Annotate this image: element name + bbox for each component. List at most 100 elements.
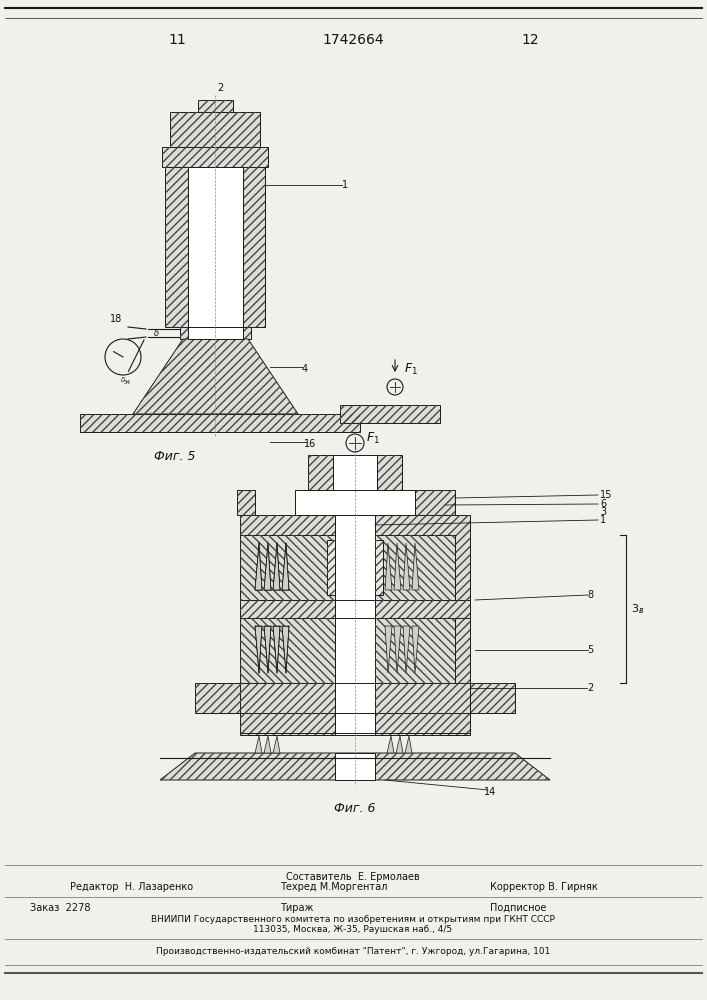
Bar	[375, 540, 383, 595]
Polygon shape	[282, 543, 289, 590]
Text: 6: 6	[600, 499, 606, 509]
Bar	[340, 405, 440, 423]
Bar	[240, 618, 335, 683]
Polygon shape	[394, 626, 401, 673]
Polygon shape	[273, 736, 280, 753]
Bar	[240, 618, 335, 683]
Polygon shape	[403, 626, 410, 673]
Text: δ: δ	[153, 328, 158, 338]
Bar	[240, 600, 335, 618]
Text: ВНИИПИ Государственного комитета по изобретениям и открытиям при ГКНТ СССР: ВНИИПИ Государственного комитета по изоб…	[151, 914, 555, 924]
Polygon shape	[403, 543, 410, 590]
Bar	[335, 753, 375, 780]
Text: 14: 14	[484, 787, 496, 797]
Bar	[375, 515, 470, 735]
Bar	[243, 167, 265, 327]
Bar	[340, 405, 440, 423]
Bar	[162, 147, 268, 167]
Bar	[198, 100, 233, 112]
Bar	[333, 455, 377, 490]
Bar	[165, 167, 188, 327]
Text: 8: 8	[587, 590, 593, 600]
Polygon shape	[396, 736, 403, 753]
Text: Фиг. 6: Фиг. 6	[334, 802, 375, 814]
Polygon shape	[160, 753, 550, 780]
Polygon shape	[264, 736, 271, 753]
Polygon shape	[385, 543, 392, 590]
Bar	[195, 683, 240, 713]
Polygon shape	[387, 736, 394, 753]
Bar	[237, 490, 255, 515]
Bar	[375, 515, 470, 735]
Bar	[243, 327, 251, 339]
Bar	[162, 147, 268, 167]
Polygon shape	[385, 626, 392, 673]
Text: 15: 15	[600, 490, 612, 500]
Polygon shape	[273, 626, 280, 673]
Bar	[327, 540, 335, 595]
Polygon shape	[264, 626, 271, 673]
Text: Производственно-издательский комбинат "Патент", г. Ужгород, ул.Гагарина, 101: Производственно-издательский комбинат "П…	[156, 946, 550, 956]
Bar	[415, 490, 455, 515]
Text: 1: 1	[342, 180, 348, 190]
Text: 2: 2	[217, 83, 223, 93]
Bar	[470, 683, 515, 713]
Bar	[375, 713, 470, 733]
Bar	[335, 713, 375, 733]
Bar	[335, 600, 375, 618]
Bar	[240, 515, 335, 735]
Bar	[327, 540, 335, 595]
Bar	[295, 490, 415, 515]
Bar	[188, 327, 243, 339]
Bar	[240, 535, 335, 600]
Polygon shape	[394, 543, 401, 590]
Text: 18: 18	[110, 314, 122, 324]
Polygon shape	[133, 339, 298, 414]
Bar	[375, 600, 470, 618]
Bar	[240, 683, 335, 713]
Bar	[188, 167, 243, 327]
Text: $F_1$: $F_1$	[366, 430, 380, 446]
Text: Фиг. 5: Фиг. 5	[154, 450, 196, 464]
Bar	[240, 515, 335, 735]
Bar	[243, 327, 251, 339]
Text: 11: 11	[168, 33, 186, 47]
Text: 34: 34	[124, 379, 131, 384]
Polygon shape	[255, 626, 262, 673]
Bar	[80, 414, 360, 432]
Text: 4: 4	[302, 364, 308, 374]
Bar	[243, 167, 265, 327]
Bar	[375, 618, 455, 683]
Text: Подписное: Подписное	[490, 903, 547, 913]
Bar	[375, 535, 455, 600]
Bar	[308, 455, 333, 490]
Polygon shape	[264, 543, 271, 590]
Bar	[375, 713, 470, 733]
Bar	[180, 327, 188, 339]
Bar	[240, 713, 335, 733]
Text: 2: 2	[587, 683, 593, 693]
Bar	[308, 455, 333, 490]
Bar	[335, 683, 375, 713]
Text: Редактор  Н. Лазаренко: Редактор Н. Лазаренко	[70, 882, 193, 892]
Bar	[198, 100, 233, 112]
Bar	[170, 112, 260, 147]
Text: 113035, Москва, Ж-35, Раушская наб., 4/5: 113035, Москва, Ж-35, Раушская наб., 4/5	[253, 924, 452, 934]
Bar	[240, 600, 335, 618]
Bar	[375, 540, 383, 595]
Text: 1742664: 1742664	[322, 33, 384, 47]
Bar	[377, 455, 402, 490]
Text: Заказ  2278: Заказ 2278	[30, 903, 90, 913]
Bar	[80, 414, 360, 432]
Text: 16: 16	[304, 439, 316, 449]
Polygon shape	[412, 626, 419, 673]
Bar	[377, 455, 402, 490]
Bar	[240, 713, 335, 733]
Bar	[240, 535, 335, 600]
Bar	[375, 618, 455, 683]
Text: Корректор В. Гирняк: Корректор В. Гирняк	[490, 882, 597, 892]
Polygon shape	[412, 543, 419, 590]
Text: 1: 1	[600, 515, 606, 525]
Bar	[165, 167, 188, 327]
Bar	[195, 683, 240, 713]
